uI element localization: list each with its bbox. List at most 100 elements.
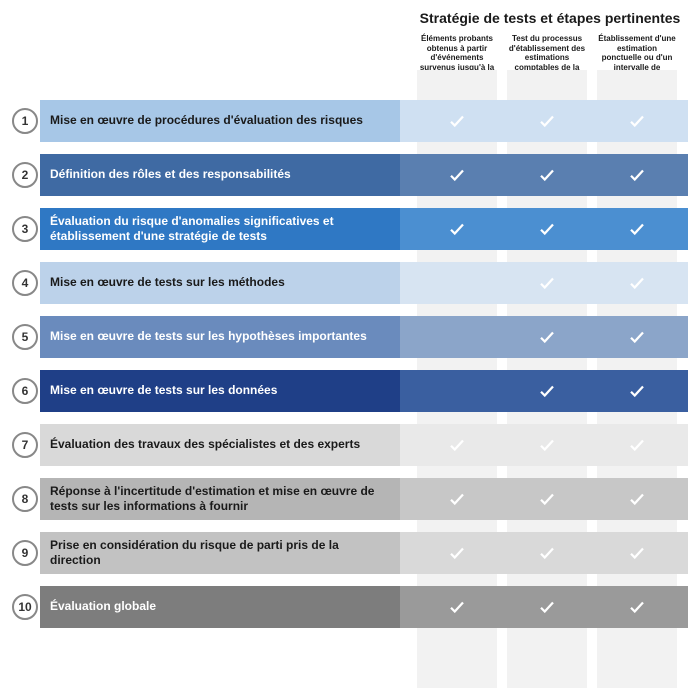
check-icon [538,220,556,238]
row-1: Mise en œuvre de procédures d'évaluation… [12,100,688,142]
check-cell-3 [592,262,682,304]
row-label: Mise en œuvre de procédures d'évaluation… [40,100,400,142]
check-cell-3 [592,370,682,412]
check-cell-3 [592,424,682,466]
row-label: Mise en œuvre de tests sur les méthodes [40,262,400,304]
row-checks [412,100,682,142]
chart-container: Stratégie de tests et étapes pertinentes… [12,10,688,628]
check-cell-2 [502,424,592,466]
check-cell-1 [412,532,502,574]
row-number: 10 [12,594,38,620]
row-6: Mise en œuvre de tests sur les données6 [12,370,688,412]
check-cell-2 [502,154,592,196]
row-number: 6 [12,378,38,404]
row-checks [412,208,682,250]
row-8: Réponse à l'incertitude d'estimation et … [12,478,688,520]
row-number: 3 [12,216,38,242]
rows: Mise en œuvre de procédures d'évaluation… [12,100,688,628]
check-cell-1 [412,208,502,250]
check-icon [628,598,646,616]
check-cell-1 [412,478,502,520]
check-icon [538,490,556,508]
col-header-2: Test du processus d'établissement des es… [502,32,592,94]
check-cell-3 [592,208,682,250]
row-checks [412,586,682,628]
row-label: Prise en considération du risque de part… [40,532,400,574]
row-number: 5 [12,324,38,350]
row-checks [412,424,682,466]
check-icon [538,274,556,292]
row-number: 8 [12,486,38,512]
row-label: Réponse à l'incertitude d'estimation et … [40,478,400,520]
row-label: Définition des rôles et des responsabili… [40,154,400,196]
check-icon [628,220,646,238]
check-icon [448,490,466,508]
check-icon [448,544,466,562]
row-number: 7 [12,432,38,458]
check-cell-3 [592,100,682,142]
row-5: Mise en œuvre de tests sur les hypothèse… [12,316,688,358]
check-icon [448,220,466,238]
check-icon [628,436,646,454]
row-checks [412,478,682,520]
check-icon [538,436,556,454]
check-cell-1 [412,316,502,358]
check-cell-2 [502,100,592,142]
check-icon [538,166,556,184]
check-cell-2 [502,370,592,412]
row-label: Évaluation des travaux des spécialistes … [40,424,400,466]
check-cell-2 [502,316,592,358]
check-icon [628,544,646,562]
check-cell-1 [412,424,502,466]
row-number: 9 [12,540,38,566]
check-icon [448,436,466,454]
check-icon [538,598,556,616]
check-cell-1 [412,370,502,412]
check-cell-3 [592,316,682,358]
row-4: Mise en œuvre de tests sur les méthodes4 [12,262,688,304]
check-icon [628,328,646,346]
col-header-1: Éléments probants obtenus à partir d'évé… [412,32,502,94]
check-icon [628,166,646,184]
row-7: Évaluation des travaux des spécialistes … [12,424,688,466]
check-icon [448,112,466,130]
check-icon [628,382,646,400]
row-checks [412,154,682,196]
check-icon [538,328,556,346]
check-cell-3 [592,586,682,628]
row-label: Mise en œuvre de tests sur les données [40,370,400,412]
check-cell-1 [412,154,502,196]
row-9: Prise en considération du risque de part… [12,532,688,574]
check-cell-2 [502,586,592,628]
row-label: Mise en œuvre de tests sur les hypothèse… [40,316,400,358]
check-icon [538,382,556,400]
check-cell-1 [412,262,502,304]
check-cell-3 [592,532,682,574]
row-label: Évaluation globale [40,586,400,628]
row-checks [412,316,682,358]
row-label: Évaluation du risque d'anomalies signifi… [40,208,400,250]
check-icon [628,112,646,130]
check-icon [628,490,646,508]
check-cell-2 [502,208,592,250]
row-number: 2 [12,162,38,188]
row-number: 4 [12,270,38,296]
column-headers: Éléments probants obtenus à partir d'évé… [412,32,688,94]
check-cell-3 [592,154,682,196]
row-2: Définition des rôles et des responsabili… [12,154,688,196]
check-cell-2 [502,478,592,520]
row-3: Évaluation du risque d'anomalies signifi… [12,208,688,250]
check-icon [538,544,556,562]
check-cell-1 [412,100,502,142]
check-cell-1 [412,586,502,628]
check-icon [538,112,556,130]
check-icon [628,274,646,292]
row-checks [412,262,682,304]
check-cell-3 [592,478,682,520]
check-cell-2 [502,532,592,574]
col-header-3: Établissement d'une estimation ponctuell… [592,32,682,94]
check-icon [448,166,466,184]
row-10: Évaluation globale10 [12,586,688,628]
row-number: 1 [12,108,38,134]
row-checks [412,370,682,412]
